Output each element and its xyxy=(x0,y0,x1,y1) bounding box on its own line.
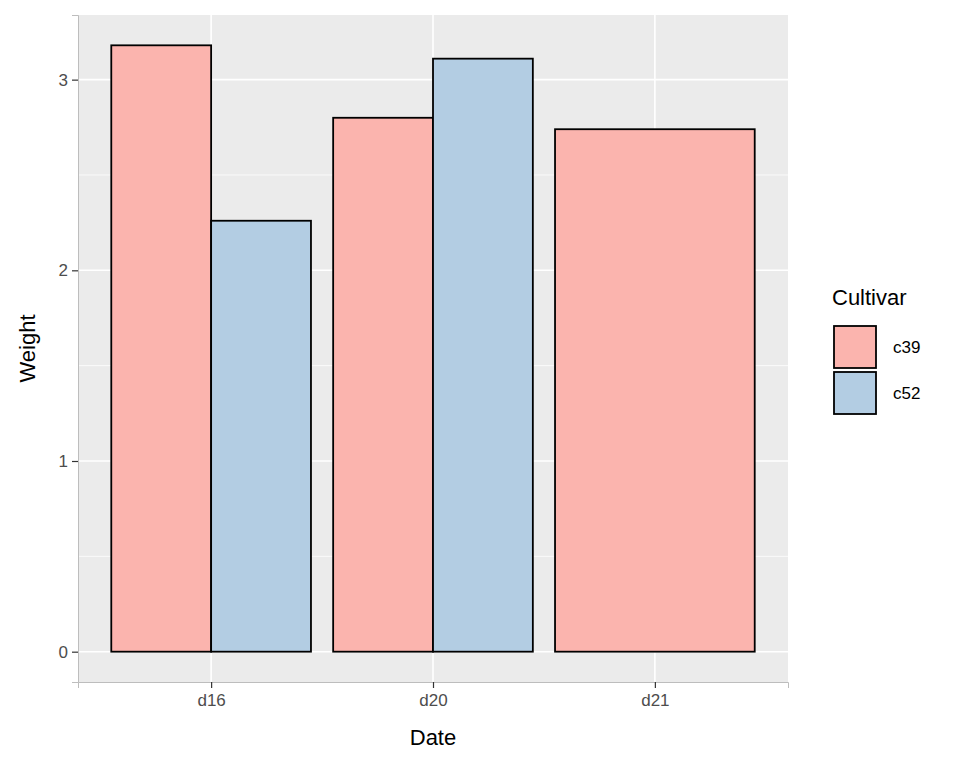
tick: 0 xyxy=(59,643,78,662)
tick-label: d16 xyxy=(197,691,225,710)
tick-label: 2 xyxy=(59,261,68,280)
bar xyxy=(211,221,311,652)
legend-label: c52 xyxy=(893,384,920,403)
legend-title: Cultivar xyxy=(832,285,907,310)
legend-key xyxy=(834,326,876,368)
y-axis: 0 1 2 3 xyxy=(59,16,79,683)
legend-key xyxy=(834,372,876,414)
tick-label: 0 xyxy=(59,643,68,662)
tick-mark xyxy=(72,652,78,653)
tick: d16 xyxy=(197,682,225,710)
tick: d21 xyxy=(641,682,669,710)
tick: 3 xyxy=(59,71,78,90)
tick-label: d21 xyxy=(641,691,669,710)
bar xyxy=(333,118,433,652)
x-axis: d16 d20 d21 xyxy=(79,682,789,710)
legend: Cultivar c39 c52 xyxy=(832,285,920,414)
tick: 1 xyxy=(59,452,78,471)
y-axis-line xyxy=(72,16,79,683)
panel-background xyxy=(78,15,788,682)
grid xyxy=(78,15,788,682)
bar xyxy=(555,129,755,651)
x-axis-title: Date xyxy=(410,725,456,750)
bars xyxy=(111,45,754,651)
tick-label: d20 xyxy=(419,691,447,710)
tick-mark xyxy=(72,461,78,462)
bar xyxy=(111,45,211,651)
tick: d20 xyxy=(419,682,447,710)
tick-label: 1 xyxy=(59,452,68,471)
tick-mark xyxy=(655,682,656,688)
tick-mark xyxy=(433,682,434,688)
tick-mark xyxy=(72,80,78,81)
chart: 0 1 2 3 d16 d20 d21 Date Weight Cultivar c39 c52 xyxy=(0,0,960,768)
tick-mark xyxy=(211,682,212,688)
legend-label: c39 xyxy=(893,338,920,357)
tick-label: 3 xyxy=(59,71,68,90)
x-axis-line xyxy=(79,683,789,689)
tick: 2 xyxy=(59,261,78,280)
y-axis-title: Weight xyxy=(15,314,40,382)
bar xyxy=(433,59,533,652)
tick-mark xyxy=(72,270,78,271)
